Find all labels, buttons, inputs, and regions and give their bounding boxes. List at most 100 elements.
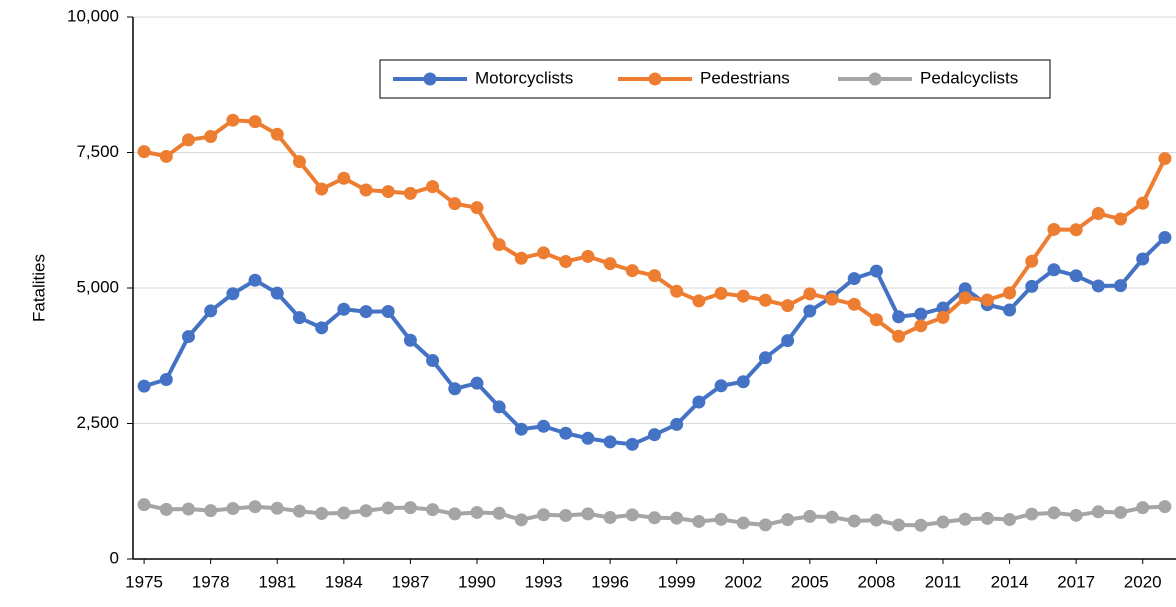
point — [825, 292, 839, 306]
point — [914, 319, 928, 333]
point — [492, 506, 506, 520]
y-tick-label: 10,000 — [67, 6, 119, 25]
point — [492, 400, 506, 414]
point — [936, 310, 950, 324]
point — [847, 272, 861, 286]
point — [248, 500, 262, 514]
point — [781, 299, 795, 313]
point — [204, 304, 218, 318]
point — [514, 513, 528, 527]
point — [292, 155, 306, 169]
point — [1025, 507, 1039, 521]
point — [448, 197, 462, 211]
point — [137, 145, 151, 159]
point — [736, 375, 750, 389]
y-tick-label: 0 — [110, 548, 119, 567]
x-tick-label: 2002 — [724, 572, 762, 591]
point — [892, 518, 906, 532]
point — [869, 513, 883, 527]
point — [426, 503, 440, 517]
x-tick-label: 2014 — [991, 572, 1029, 591]
point — [847, 297, 861, 311]
point — [315, 507, 329, 521]
point — [892, 310, 906, 324]
legend-marker — [423, 72, 437, 86]
legend: Motorcyclists Pedestrians Pedalcyclists — [379, 59, 1051, 99]
point — [470, 376, 484, 390]
x-tick-label: 1999 — [658, 572, 696, 591]
point — [625, 437, 639, 451]
point — [448, 507, 462, 521]
point — [1003, 286, 1017, 300]
point — [1158, 152, 1172, 166]
point — [1069, 269, 1083, 283]
point — [692, 514, 706, 528]
y-tick-label: 7,500 — [76, 142, 119, 161]
point — [1114, 505, 1128, 519]
point — [781, 334, 795, 348]
point — [892, 329, 906, 343]
point — [226, 501, 240, 515]
point — [958, 282, 972, 296]
x-tick-label: 2020 — [1124, 572, 1162, 591]
point — [1025, 254, 1039, 268]
y-tick-label: 2,500 — [76, 413, 119, 432]
point — [1091, 505, 1105, 519]
point — [980, 293, 994, 307]
point — [248, 115, 262, 129]
point — [1114, 212, 1128, 226]
point — [359, 504, 373, 518]
point — [758, 351, 772, 365]
point — [758, 293, 772, 307]
point — [204, 130, 218, 144]
legend-marker — [868, 72, 882, 86]
point — [825, 510, 839, 524]
point — [936, 301, 950, 315]
legend-box — [379, 59, 1051, 99]
point — [426, 180, 440, 194]
point — [270, 127, 284, 141]
point — [270, 501, 284, 515]
point — [758, 518, 772, 532]
point — [1114, 279, 1128, 293]
point — [980, 511, 994, 525]
x-tick-label: 1984 — [325, 572, 363, 591]
point — [403, 333, 417, 347]
point — [1047, 506, 1061, 520]
point — [226, 113, 240, 127]
point — [603, 257, 617, 271]
point — [204, 504, 218, 518]
point — [670, 284, 684, 298]
series-line — [143, 236, 1167, 447]
point — [381, 501, 395, 515]
x-tick-label: 1975 — [125, 572, 163, 591]
point — [159, 502, 173, 516]
legend-label: Pedalcyclists — [920, 68, 1018, 87]
point — [803, 509, 817, 523]
point — [581, 507, 595, 521]
x-tick-label: 1987 — [391, 572, 429, 591]
point — [803, 304, 817, 318]
point — [869, 264, 883, 278]
point — [1136, 252, 1150, 266]
point — [315, 321, 329, 335]
x-tick-label: 1993 — [525, 572, 563, 591]
point — [403, 186, 417, 200]
point — [537, 246, 551, 260]
point — [581, 249, 595, 263]
point — [648, 428, 661, 442]
point — [1091, 207, 1105, 221]
point — [514, 422, 528, 436]
point — [914, 307, 928, 321]
x-tick-label: 2011 — [925, 572, 962, 591]
legend-label: Motorcyclists — [475, 68, 573, 87]
point — [426, 354, 440, 368]
point — [470, 505, 484, 519]
point — [381, 185, 395, 199]
point — [337, 506, 351, 520]
point — [181, 502, 195, 516]
point — [958, 291, 972, 305]
point — [648, 511, 661, 525]
point — [181, 330, 195, 344]
point — [603, 435, 617, 449]
